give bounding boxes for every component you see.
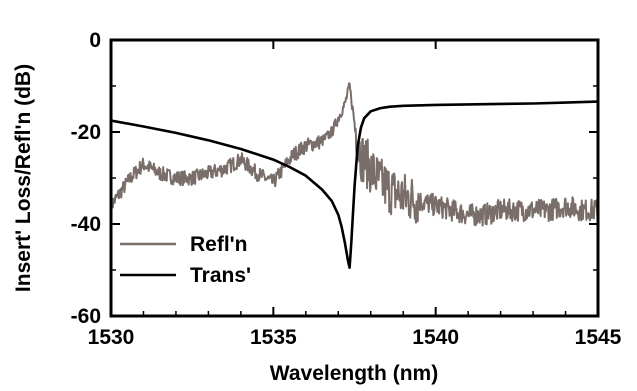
y-tick-label: -60 <box>71 305 101 328</box>
x-tick-label: 1530 <box>88 326 135 349</box>
y-axis-title: Insert' Loss/Refl'n (dB) <box>12 64 35 292</box>
legend: Refl'n Trans' <box>120 233 251 287</box>
series-layer <box>111 83 598 268</box>
x-axis-title: Wavelength (nm) <box>270 362 438 385</box>
x-tick-label: 1535 <box>250 326 297 349</box>
legend-label: Trans' <box>190 264 251 287</box>
plot-area <box>111 40 598 316</box>
x-tick-label: 1545 <box>575 326 622 349</box>
x-tick-label: 1540 <box>412 326 459 349</box>
legend-label: Refl'n <box>190 233 248 256</box>
y-tick-label: 0 <box>89 29 101 52</box>
y-tick-label: -20 <box>71 121 101 144</box>
y-axis: 0 -20 -40 -60 <box>71 29 598 328</box>
y-tick-label: -40 <box>71 213 101 236</box>
